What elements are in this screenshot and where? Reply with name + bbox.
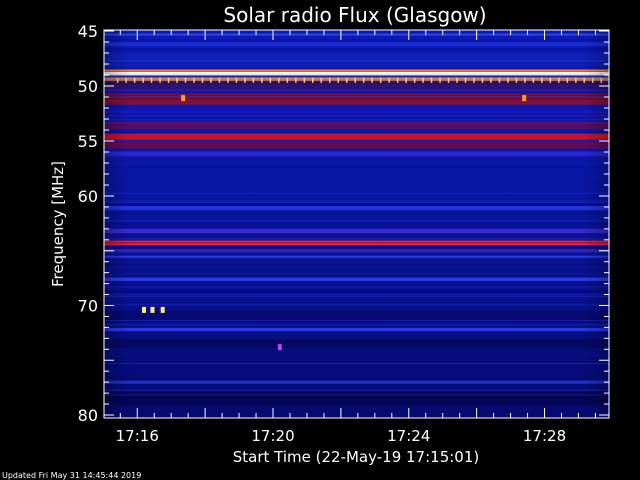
x-tick-label: 17:28 bbox=[523, 427, 566, 445]
y-tick-label: 55 bbox=[78, 132, 98, 151]
x-tick-label: 17:16 bbox=[116, 427, 159, 445]
x-axis: 17:16 17:20 17:24 17:28 bbox=[116, 30, 596, 445]
y-tick-label: 70 bbox=[78, 297, 98, 316]
x-tick-label: 17:24 bbox=[387, 427, 430, 445]
edge-shading bbox=[104, 30, 609, 418]
y-axis-label: Frequency [MHz] bbox=[49, 161, 67, 287]
x-axis-label: Start Time (22-May-19 17:15:01) bbox=[233, 448, 479, 466]
y-axis: 45 50 55 60 70 80 bbox=[78, 22, 609, 425]
updated-timestamp: Updated Fri May 31 14:45:44 2019 bbox=[2, 471, 141, 480]
y-tick-label: 45 bbox=[78, 22, 98, 41]
x-tick-label: 17:20 bbox=[251, 427, 294, 445]
y-tick-label: 50 bbox=[78, 77, 98, 96]
y-tick-label: 60 bbox=[78, 187, 98, 206]
spectrogram-plot bbox=[103, 29, 610, 419]
plot-frame bbox=[103, 29, 610, 419]
chart-title: Solar radio Flux (Glasgow) bbox=[223, 3, 486, 27]
y-tick-label: 80 bbox=[78, 406, 98, 425]
